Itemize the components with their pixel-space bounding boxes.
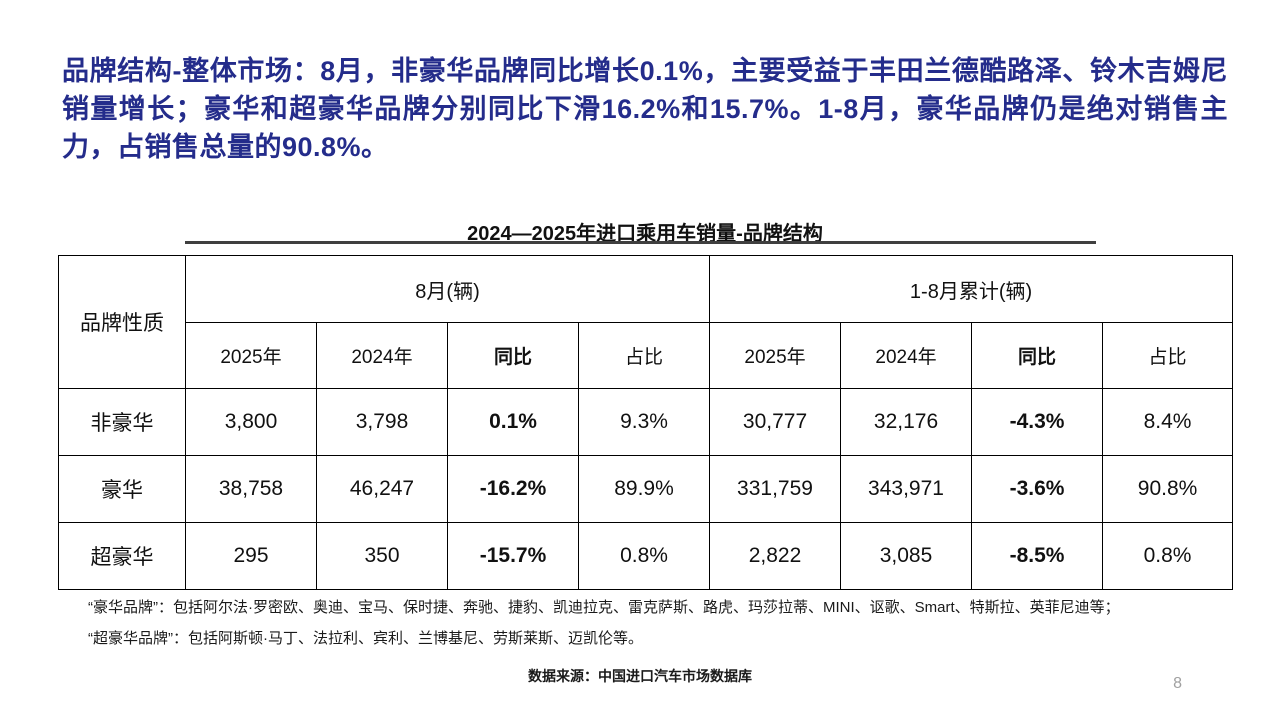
data-cell-yoy: 0.1%: [447, 388, 579, 456]
sub-header-yoy: 同比: [447, 322, 579, 389]
data-cell: 3,800: [185, 388, 317, 456]
data-cell-yoy: -4.3%: [971, 388, 1104, 456]
row-label: 非豪华: [58, 388, 186, 456]
sales-table: 品牌性质 8月(辆) 1-8月累计(辆) 2025年 2024年 同比 占比 2…: [58, 255, 1234, 590]
data-cell: 3,798: [316, 388, 448, 456]
data-cell: 46,247: [316, 455, 448, 523]
data-cell-yoy: -3.6%: [971, 455, 1104, 523]
table-row-luxury: 豪华 38,758 46,247 -16.2% 89.9% 331,759 34…: [58, 455, 1234, 523]
sub-header-2024: 2024年: [840, 322, 973, 389]
sub-header-2025: 2025年: [709, 322, 842, 389]
sub-header-yoy: 同比: [971, 322, 1104, 389]
row-label: 豪华: [58, 455, 186, 523]
headline: 品牌结构-整体市场：8月，非豪华品牌同比增长0.1%，主要受益于丰田兰德酷路泽、…: [62, 56, 1228, 162]
data-cell-yoy: -15.7%: [447, 522, 579, 590]
data-cell-yoy: -16.2%: [447, 455, 579, 523]
data-cell: 0.8%: [577, 522, 711, 590]
data-cell: 30,777: [709, 388, 842, 456]
data-cell: 0.8%: [1102, 522, 1234, 590]
corner-header-cell: 品牌性质: [58, 255, 186, 389]
data-cell: 8.4%: [1102, 388, 1234, 456]
data-cell: 38,758: [185, 455, 317, 523]
data-cell: 343,971: [840, 455, 973, 523]
sub-header-2025: 2025年: [185, 322, 317, 389]
data-cell: 2,822: [709, 522, 842, 590]
sub-header-2024: 2024年: [316, 322, 448, 389]
page-number: 8: [1173, 675, 1182, 692]
group-header-august: 8月(辆): [184, 255, 711, 323]
data-cell: 295: [185, 522, 317, 590]
footnotes: “豪华品牌”：包括阿尔法·罗密欧、奥迪、宝马、保时捷、奔驰、捷豹、凯迪拉克、雷克…: [88, 592, 1228, 654]
footnote-super-luxury-brands: “超豪华品牌”：包括阿斯顿·马丁、法拉利、宾利、兰博基尼、劳斯莱斯、迈凯伦等。: [88, 630, 643, 647]
table-row-super-luxury: 超豪华 295 350 -15.7% 0.8% 2,822 3,085 -8.5…: [58, 522, 1234, 590]
data-cell: 90.8%: [1102, 455, 1234, 523]
data-cell: 350: [316, 522, 448, 590]
row-label: 超豪华: [58, 522, 186, 590]
data-cell: 32,176: [840, 388, 973, 456]
data-cell: 331,759: [709, 455, 842, 523]
data-cell: 3,085: [840, 522, 973, 590]
sub-header-share: 占比: [1102, 322, 1234, 389]
table-row-non-luxury: 非豪华 3,800 3,798 0.1% 9.3% 30,777 32,176 …: [58, 388, 1234, 456]
sub-header-share: 占比: [577, 322, 711, 389]
title-underline: [185, 241, 1096, 244]
data-source-note: 数据来源：中国进口汽车市场数据库: [528, 668, 752, 684]
data-cell: 89.9%: [577, 455, 711, 523]
data-cell-yoy: -8.5%: [971, 522, 1104, 590]
footnote-luxury-brands: “豪华品牌”：包括阿尔法·罗密欧、奥迪、宝马、保时捷、奔驰、捷豹、凯迪拉克、雷克…: [88, 599, 1120, 616]
table-title: 2024—2025年进口乘用车销量-品牌结构: [467, 223, 823, 245]
group-header-cumulative: 1-8月累计(辆): [709, 255, 1234, 323]
data-cell: 9.3%: [577, 388, 711, 456]
